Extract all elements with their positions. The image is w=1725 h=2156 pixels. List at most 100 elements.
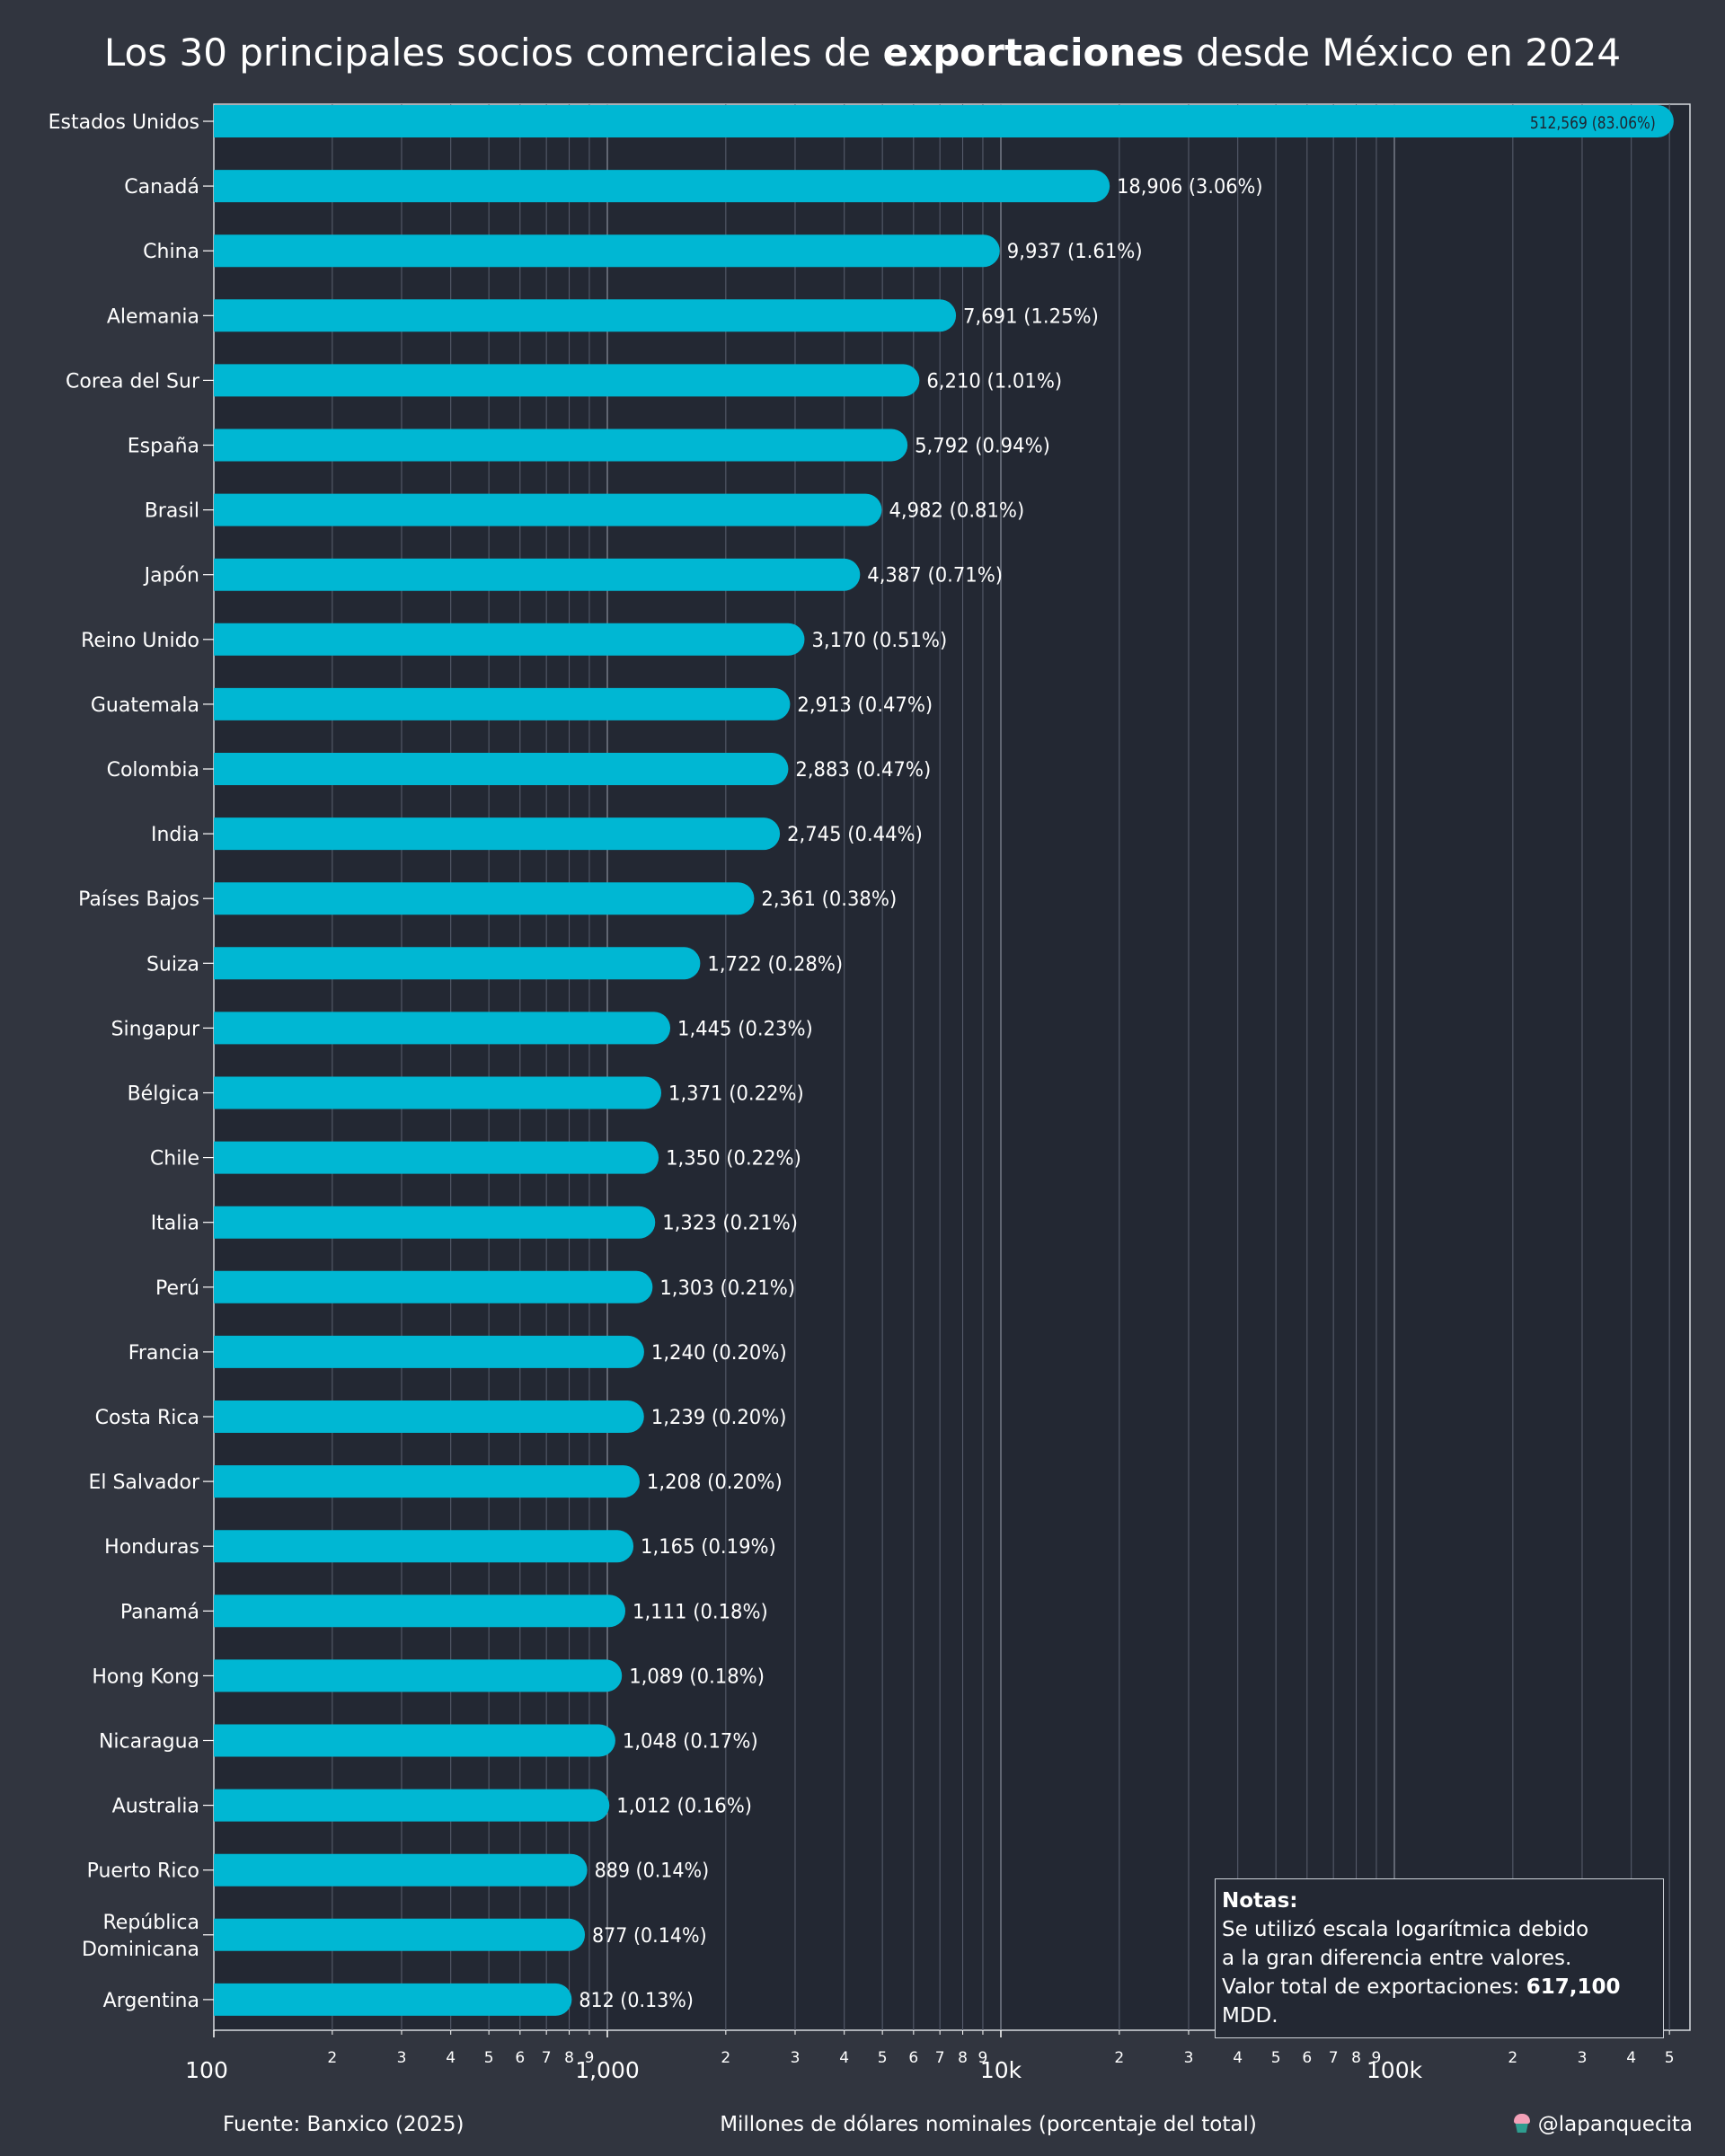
- notes-line-2: a la gran diferencia entre valores.: [1222, 1947, 1572, 1970]
- footer-source: Fuente: Banxico (2025): [223, 2113, 464, 2136]
- cupcake-icon: [1513, 2114, 1531, 2134]
- value-labels: 512,569 (83.06%) 18,906 (3.06%) 9,937 (1.6…: [579, 113, 1655, 2012]
- category-label: Nicaragua: [99, 1731, 199, 1754]
- category-label: Honduras: [104, 1536, 199, 1559]
- bar: [214, 882, 755, 915]
- notes-line-1: Se utilizó escala logarítmica debido: [1222, 1918, 1589, 1941]
- category-label: India: [151, 824, 199, 846]
- bar: [214, 1401, 644, 1433]
- bar: [214, 1076, 662, 1109]
- x-minor-tick-label: 2: [1114, 2049, 1124, 2067]
- value-label: 1,111 (0.18%): [632, 1601, 768, 1623]
- value-label: 2,745 (0.44%): [787, 824, 923, 846]
- category-labels: Estados Unidos Canadá China Alemania Corea d…: [49, 111, 214, 2012]
- value-label: 3,170 (0.51%): [811, 630, 947, 652]
- category-label: Bélgica: [128, 1083, 199, 1106]
- value-label: 1,208 (0.20%): [647, 1471, 783, 1494]
- category-label: Países Bajos: [78, 888, 199, 911]
- x-minor-tick-label: 7: [542, 2049, 552, 2067]
- value-label: 512,569 (83.06%): [1530, 113, 1656, 133]
- value-label: 9,937 (1.61%): [1007, 241, 1143, 263]
- category-label: Italia: [151, 1213, 199, 1235]
- chart-title: Los 30 principales socios comerciales de…: [0, 31, 1725, 75]
- x-tick-label: 100k: [1367, 2057, 1423, 2083]
- notes-line-3: Valor total de exportaciones: 617,100 MD…: [1222, 1973, 1656, 2030]
- category-label: Francia: [128, 1342, 199, 1365]
- footer-handle: @lapanquecita: [1513, 2113, 1693, 2136]
- x-minor-tick-label: 8: [1351, 2049, 1361, 2067]
- x-minor-tick-label: 3: [1184, 2049, 1194, 2067]
- value-label: 18,906 (3.06%): [1117, 176, 1262, 199]
- value-label: 812 (0.13%): [579, 1990, 694, 2012]
- x-minor-tick-label: 3: [1578, 2049, 1588, 2067]
- category-label: Costa Rica: [95, 1407, 199, 1429]
- value-label: 1,350 (0.22%): [666, 1148, 801, 1171]
- bar: [214, 1141, 659, 1174]
- category-label: Alemania: [107, 305, 199, 328]
- x-minor-tick-label: 2: [721, 2049, 730, 2067]
- bar: [214, 1595, 626, 1628]
- notes-total-value: 617,100: [1526, 1975, 1621, 1999]
- value-label: 2,883 (0.47%): [795, 759, 931, 782]
- value-label: 4,387 (0.71%): [867, 565, 1003, 588]
- x-minor-tick-label: 4: [1233, 2049, 1243, 2067]
- category-label: Brasil: [145, 500, 199, 523]
- x-minor-tick-label: 6: [908, 2049, 918, 2067]
- category-label: Reino Unido: [81, 630, 199, 652]
- category-label: Japón: [143, 565, 199, 588]
- category-label: Perú: [155, 1277, 199, 1300]
- category-label: Hong Kong: [92, 1666, 199, 1688]
- value-label: 1,240 (0.20%): [651, 1342, 787, 1365]
- value-label: 877 (0.14%): [592, 1925, 707, 1948]
- notes-box: Notas: Se utilizó escala logarítmica deb…: [1215, 1878, 1664, 2038]
- category-label: El Salvador: [88, 1471, 199, 1494]
- value-label: 4,982 (0.81%): [889, 500, 1024, 523]
- x-minor-tick-label: 9: [978, 2049, 988, 2067]
- notes-line-3-suffix: MDD.: [1222, 2004, 1278, 2028]
- x-minor-tick-label: 5: [484, 2049, 494, 2067]
- grid-lines: [332, 104, 1670, 2030]
- bar: [214, 623, 805, 656]
- value-label: 2,913 (0.47%): [797, 694, 933, 717]
- x-minor-tick-label: 3: [397, 2049, 407, 2067]
- category-label: Corea del Sur: [66, 370, 200, 393]
- value-label: 1,445 (0.23%): [677, 1018, 813, 1040]
- bar: [214, 364, 920, 397]
- bar: [214, 1206, 656, 1239]
- value-label: 1,303 (0.21%): [659, 1277, 795, 1300]
- category-label: Colombia: [107, 759, 199, 782]
- category-label: Puerto Rico: [87, 1860, 199, 1883]
- notes-line-3-prefix: Valor total de exportaciones:: [1222, 1975, 1526, 1999]
- x-minor-tick-label: 6: [1302, 2049, 1312, 2067]
- category-label: Canadá: [124, 176, 199, 199]
- notes-title: Notas:: [1222, 1889, 1298, 1913]
- x-minor-tick-label: 7: [935, 2049, 945, 2067]
- value-label: 889 (0.14%): [595, 1860, 710, 1883]
- bar: [214, 1853, 588, 1886]
- title-suffix: desde México en 2024: [1183, 31, 1622, 75]
- x-minor-tick-label: 8: [958, 2049, 968, 2067]
- bar: [214, 1530, 634, 1563]
- bar: [214, 1659, 623, 1692]
- bar: [214, 1270, 653, 1303]
- category-label: Guatemala: [91, 694, 199, 717]
- handle-text: @lapanquecita: [1537, 2113, 1693, 2136]
- x-minor-tick-label: 6: [515, 2049, 525, 2067]
- category-label: Argentina: [103, 1990, 199, 2012]
- value-label: 1,722 (0.28%): [707, 953, 843, 976]
- value-label: 7,691 (1.25%): [963, 305, 1099, 328]
- category-label: República Dominicana: [82, 1912, 199, 1961]
- bar: [214, 1983, 572, 2016]
- bar: [214, 753, 789, 785]
- x-axis-title: Millones de dólares nominales (porcentaj…: [720, 2113, 1257, 2136]
- value-label: 6,210 (1.01%): [926, 370, 1062, 393]
- value-label: 1,371 (0.22%): [668, 1083, 804, 1106]
- title-prefix: Los 30 principales socios comerciales de: [103, 31, 883, 75]
- bars: [214, 105, 1674, 2016]
- bar: [214, 1335, 644, 1368]
- value-label: 1,089 (0.18%): [629, 1666, 765, 1688]
- x-tick-label: 1,000: [575, 2057, 640, 2083]
